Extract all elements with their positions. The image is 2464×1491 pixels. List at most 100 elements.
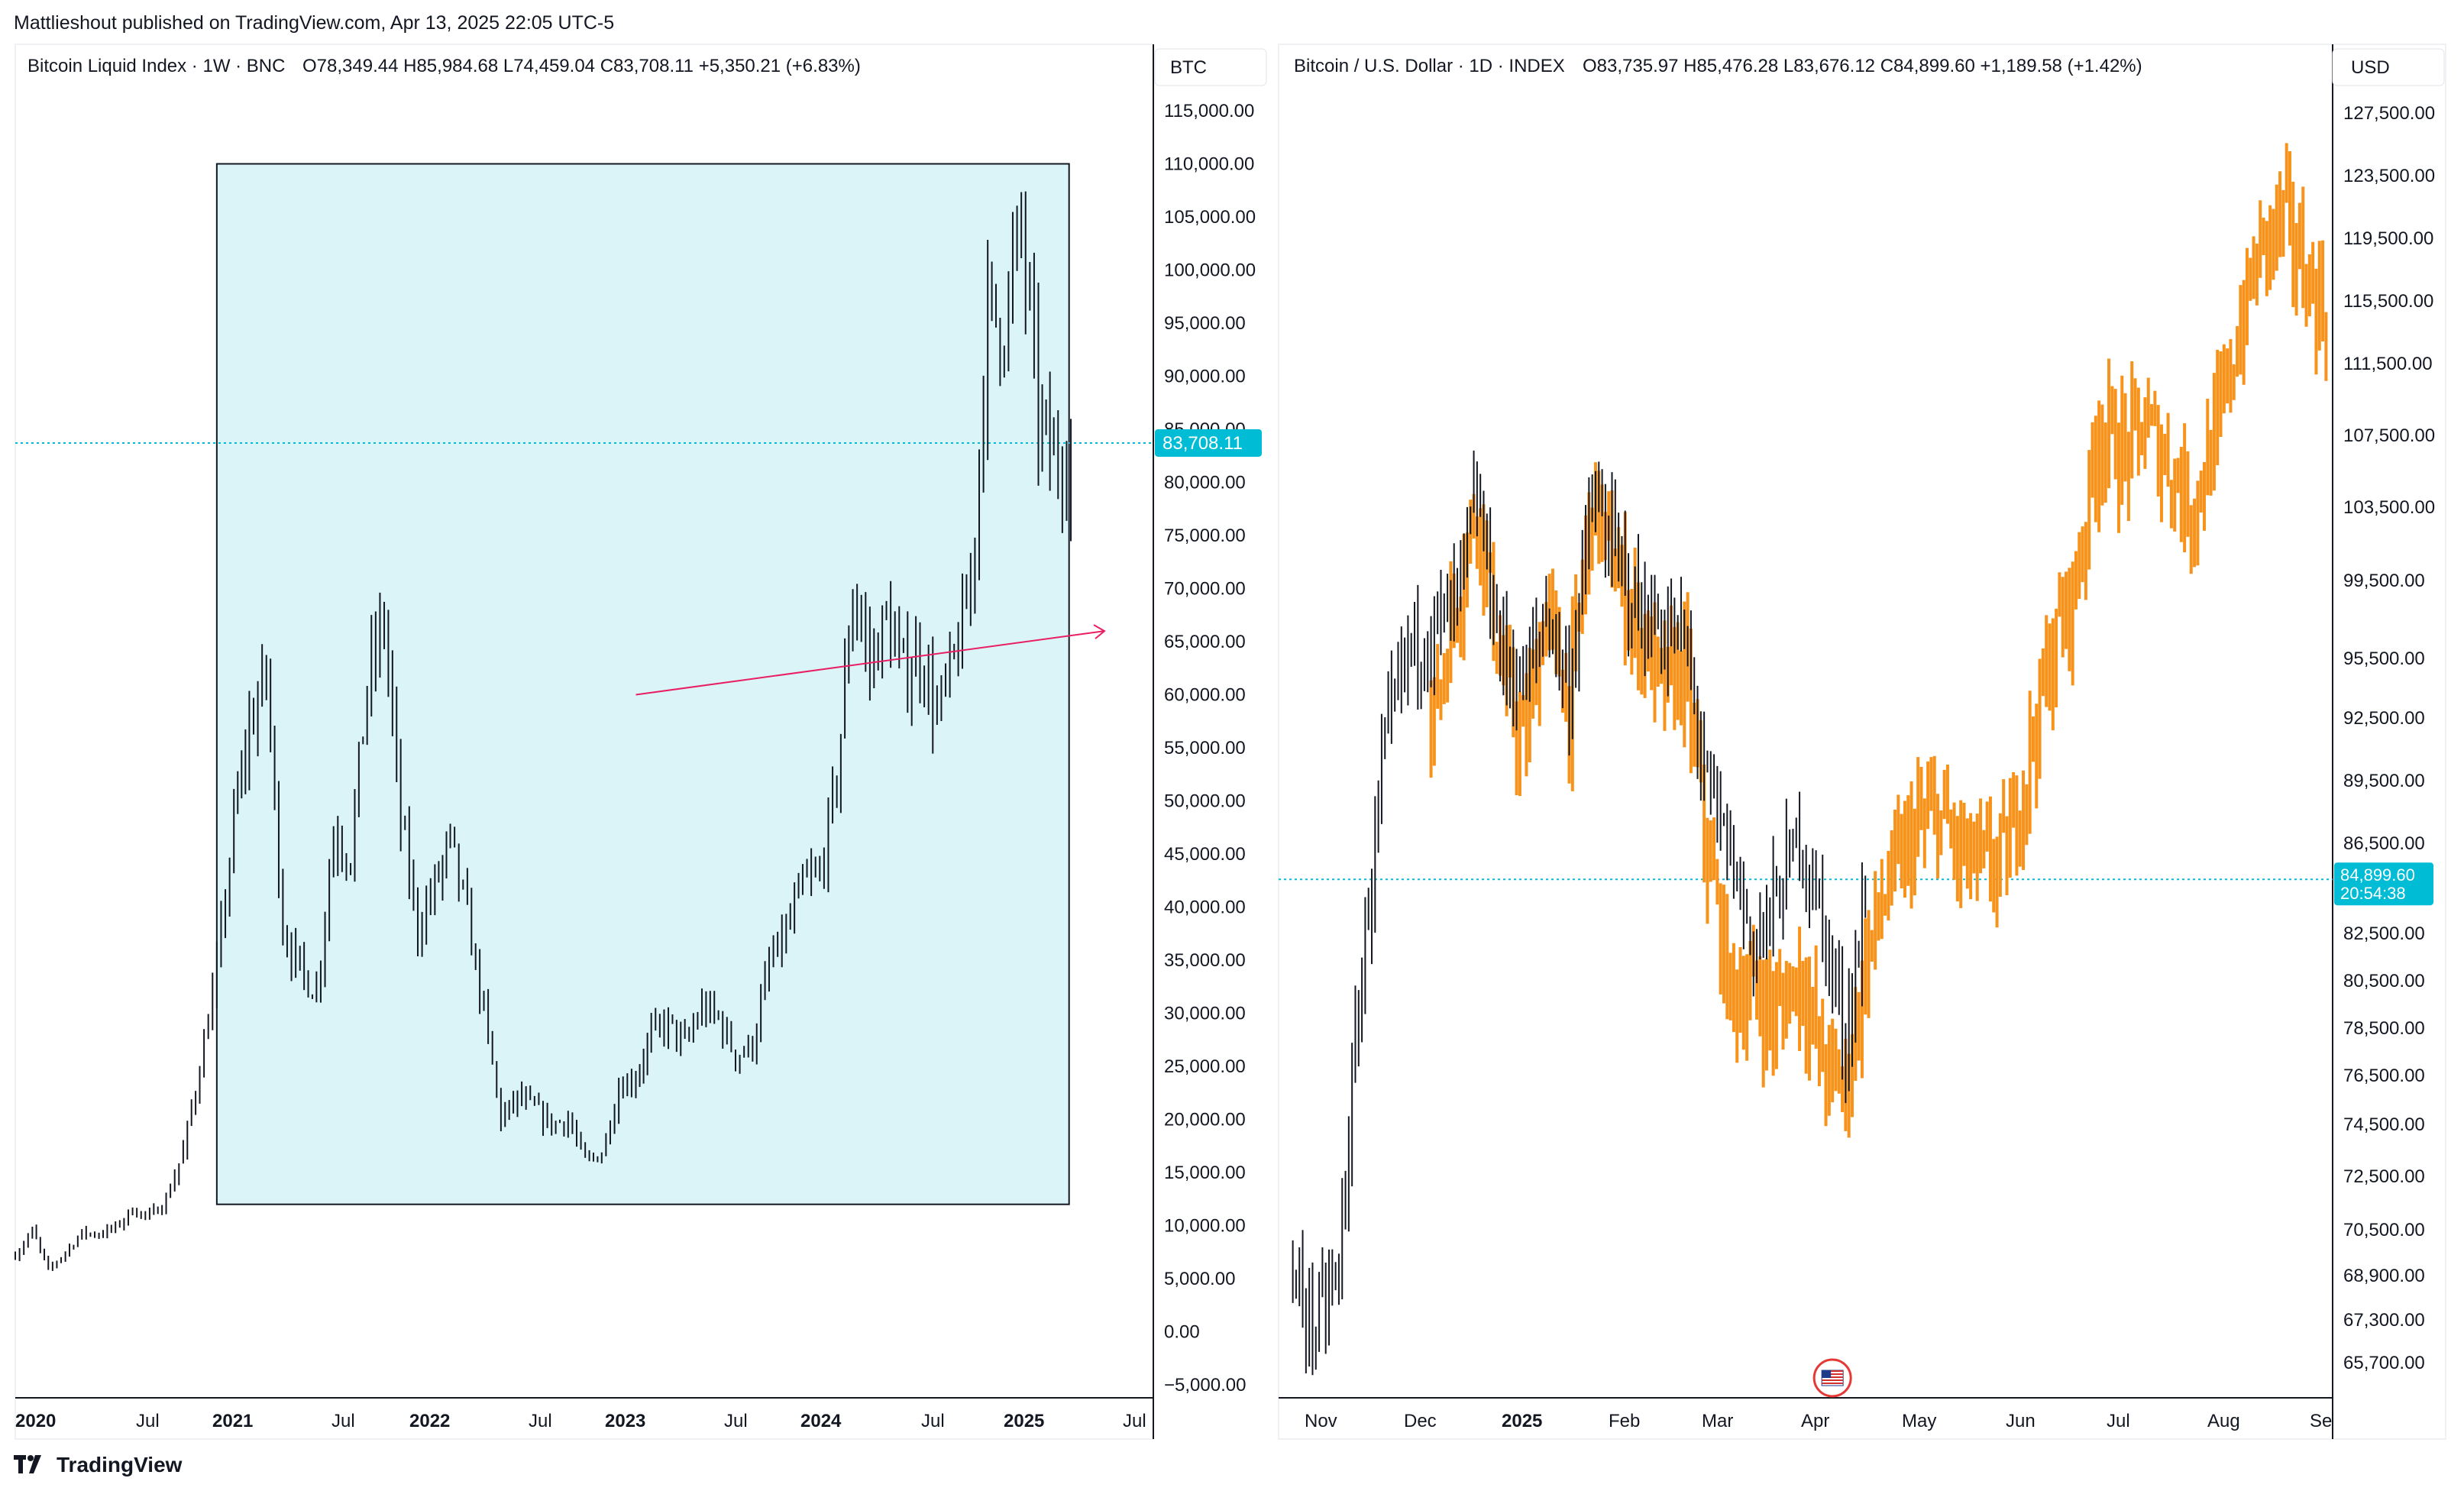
right-ohlc-label: C [1880,56,1893,76]
right-y-tick-label: 92,500.00 [2343,708,2425,729]
right-y-tick-label: 115,500.00 [2343,291,2433,312]
flag-canton [1822,1370,1832,1378]
right-y-tick-label: 107,500.00 [2343,425,2435,446]
trend-arrow-annotation[interactable] [635,624,1106,696]
right-x-tick-label: Feb [1609,1411,1640,1431]
left-ohlc-value: 74,459.04 [513,56,600,76]
flag-stripe [1822,1373,1844,1375]
right-time-axis[interactable]: Nov Dec 2025 Feb Mar Apr May Jun Jul Aug Se [1305,1411,2332,1431]
left-chart-frame [15,44,1154,1439]
left-y-tick-label: 50,000.00 [1164,791,1246,812]
left-chart-pane[interactable]: 115,000.00 110,000.00 105,000.00 100,000.00… [15,44,1267,1440]
right-ohlc-value: 83,676.12 [1793,56,1880,76]
right-y-tick-label: 68,900.00 [2343,1266,2425,1286]
left-last-price-badge: 83,708.11 [1155,429,1262,457]
left-ohlc-label: C [600,56,613,76]
left-x-tick-label: 2022 [409,1411,450,1431]
right-y-tick-label: 95,500.00 [2343,648,2425,669]
left-chart-title: Bitcoin Liquid Index · 1W · BNC [27,56,285,76]
left-candles [15,191,1072,1271]
footer-brand[interactable]: TradingView [14,1453,182,1477]
left-ohlc-readout: O78,349.44 H85,984.68 L74,459.04 C83,708… [302,56,861,76]
right-y-tick-label: 82,500.00 [2343,923,2425,944]
right-y-tick-label: 78,500.00 [2343,1018,2425,1039]
right-y-tick-label: 86,500.00 [2343,833,2425,854]
left-currency-button[interactable]: BTC [1154,48,1267,86]
trend-arrow-head [1093,624,1106,639]
left-ohlc-label: L [503,56,513,76]
right-y-tick-label: 99,500.00 [2343,571,2425,591]
left-y-tick-label: 70,000.00 [1164,579,1246,600]
right-chart-pane[interactable]: 127,500.00 123,500.00 119,500.00 115,500.00… [1278,44,2446,1440]
right-y-tick-label: 103,500.00 [2343,497,2435,518]
right-x-tick-label: Dec [1404,1411,1437,1431]
left-last-price-text: 83,708.11 [1162,433,1243,454]
left-x-tick-label: 2024 [800,1411,842,1431]
publisher-line: Mattlieshout published on TradingView.co… [14,12,615,34]
right-y-tick-label: 70,500.00 [2343,1220,2425,1240]
left-time-axis[interactable]: 2020 Jul 2021 Jul 2022 Jul 2023 Jul 2024 Jul 2025 J… [15,1411,1146,1431]
left-x-tick-label: 2023 [605,1411,645,1431]
left-y-tick-label: 100,000.00 [1164,260,1256,281]
right-currency-label: USD [2351,57,2390,78]
right-y-tick-label: 74,500.00 [2343,1114,2425,1135]
left-x-tick-label: Jul [529,1411,552,1431]
right-x-tick-label: Nov [1305,1411,1337,1431]
right-x-tick-label: Aug [2207,1411,2240,1431]
right-x-tick-label: Jun [2006,1411,2036,1431]
right-x-tick-label: May [1902,1411,1936,1431]
left-y-tick-label: 115,000.00 [1164,101,1254,121]
left-y-tick-label: 10,000.00 [1164,1216,1246,1237]
right-y-tick-label: 67,300.00 [2343,1310,2425,1331]
right-x-tick-label: 2025 [1502,1411,1542,1431]
right-y-tick-label: 119,500.00 [2343,228,2433,249]
left-y-tick-label: 20,000.00 [1164,1110,1246,1130]
left-ohlc-value: 83,708.11 [613,56,699,76]
left-y-tick-label: 25,000.00 [1164,1056,1246,1077]
left-ohlc-value: 78,349.44 [317,56,403,76]
right-y-tick-label: 80,500.00 [2343,971,2425,991]
right-y-tick-label: 89,500.00 [2343,771,2425,791]
right-ohlc-value: 85,476.28 [1696,56,1783,76]
left-x-tick-label: Jul [331,1411,355,1431]
left-price-axis[interactable]: 115,000.00 110,000.00 105,000.00 100,000.00… [1164,101,1256,1396]
right-y-tick-label: 123,500.00 [2343,166,2435,186]
right-ohlc-label: O [1583,56,1597,76]
left-y-tick-label: 75,000.00 [1164,526,1246,546]
range-rectangle-annotation[interactable] [215,163,1070,1205]
left-x-tick-label: 2021 [212,1411,253,1431]
flag-stripe [1822,1376,1844,1378]
range-rectangle [215,163,1070,1205]
left-y-tick-label: 105,000.00 [1164,207,1256,228]
right-currency-button[interactable]: USD [2332,48,2445,86]
flag-stripe [1822,1379,1844,1381]
left-x-tick-label: Jul [136,1411,160,1431]
right-y-tick-label: 111,500.00 [2343,354,2433,374]
flag-stripe [1822,1370,1844,1372]
left-y-tick-label: 65,000.00 [1164,632,1246,652]
right-x-tick-label: Se [2310,1411,2332,1431]
us-flag-event-icon[interactable] [1812,1358,1852,1398]
right-price-axis[interactable]: 127,500.00 123,500.00 119,500.00 115,500.00… [2343,103,2435,1373]
right-chart-frame [1279,44,2333,1439]
right-last-price-text: 84,899.60 [2340,865,2415,885]
right-countdown-text: 20:54:38 [2340,884,2406,903]
right-y-tick-label: 76,500.00 [2343,1066,2425,1086]
tradingview-logo-icon [14,1455,41,1473]
right-y-tick-label: 127,500.00 [2343,103,2435,124]
left-y-tick-label: 80,000.00 [1164,473,1246,493]
right-chart-title: Bitcoin / U.S. Dollar · 1D · INDEX [1294,56,1565,76]
left-x-tick-label: Jul [724,1411,748,1431]
left-y-tick-label: 35,000.00 [1164,950,1246,971]
right-ohlc-value: 84,899.60 [1893,56,1980,76]
right-candles [1292,450,1867,1376]
left-y-tick-label: 55,000.00 [1164,738,1246,758]
right-y-tick-label: 65,700.00 [2343,1353,2425,1373]
left-y-tick-label: 40,000.00 [1164,898,1246,918]
left-x-tick-label: 2020 [15,1411,56,1431]
right-x-tick-label: Jul [2107,1411,2130,1431]
right-x-tick-label: Apr [1801,1411,1829,1431]
trend-arrow-line [635,630,1105,696]
